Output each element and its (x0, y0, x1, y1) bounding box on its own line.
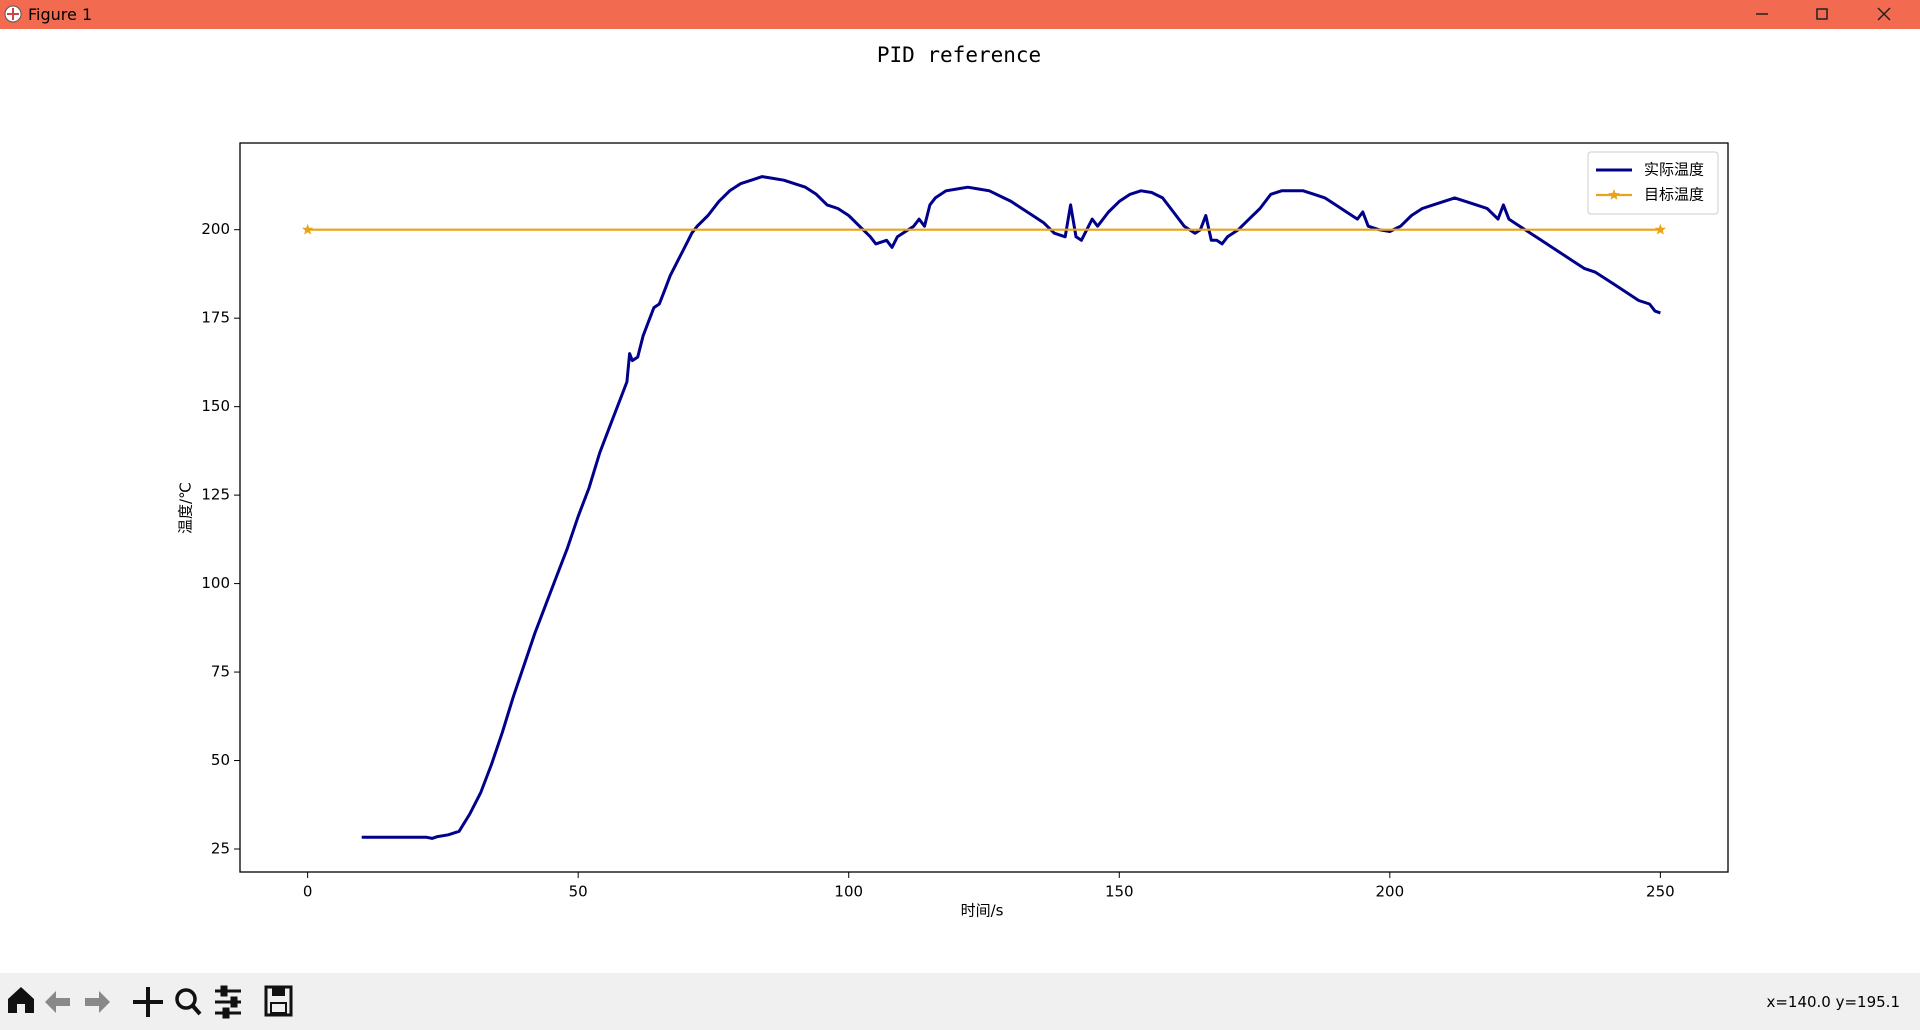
x-tick-label: 100 (834, 883, 863, 901)
y-tick-label: 175 (201, 309, 230, 327)
legend-box (1587, 151, 1719, 215)
x-tick-label: 200 (1375, 883, 1404, 901)
close-button[interactable] (1877, 7, 1891, 21)
y-tick-label: 50 (211, 751, 230, 769)
y-tick-label: 125 (201, 486, 230, 504)
y-axis-label: 温度/℃ (177, 482, 195, 534)
toolbar: x=140.0 y=195.1 (0, 973, 1920, 1030)
legend-label: 目标温度 (1644, 186, 1704, 204)
window-title: Figure 1 (28, 5, 93, 24)
cursor-status: x=140.0 y=195.1 (1766, 993, 1900, 1011)
x-tick-label: 250 (1646, 883, 1675, 901)
legend-label: 实际温度 (1644, 161, 1704, 179)
x-tick-label: 50 (569, 883, 588, 901)
title-bar: Figure 1 (0, 0, 1920, 29)
configure-button[interactable] (215, 985, 241, 1019)
app-icon (4, 5, 22, 23)
chart: PID reference 时间/s 温度/℃ 0 50 100 150 200 250 2… (177, 43, 1729, 920)
toolbar-buttons (8, 985, 293, 1019)
pan-button[interactable] (133, 987, 163, 1017)
marker (1654, 223, 1667, 235)
x-tick-label: 0 (303, 883, 313, 901)
x-axis-label: 时间/s (961, 902, 1004, 920)
forward-button[interactable] (85, 991, 110, 1013)
chart-title: PID reference (877, 43, 1041, 67)
y-tick-label: 150 (201, 397, 230, 415)
home-button[interactable] (8, 987, 34, 1013)
y-tick-label: 100 (201, 574, 230, 592)
series-line (361, 175, 1661, 840)
y-tick-label: 75 (211, 663, 230, 681)
restore-button[interactable] (1816, 8, 1828, 20)
y-tick-label: 200 (201, 220, 230, 238)
axes-frame (239, 142, 1729, 873)
y-tick-label: 25 (211, 839, 230, 857)
save-button[interactable] (264, 985, 293, 1017)
marker (301, 223, 314, 235)
window-controls (1756, 7, 1891, 21)
zoom-button[interactable] (175, 988, 202, 1016)
legend-marker (1608, 189, 1620, 200)
x-tick-label: 150 (1105, 883, 1134, 901)
back-button[interactable] (45, 991, 70, 1013)
